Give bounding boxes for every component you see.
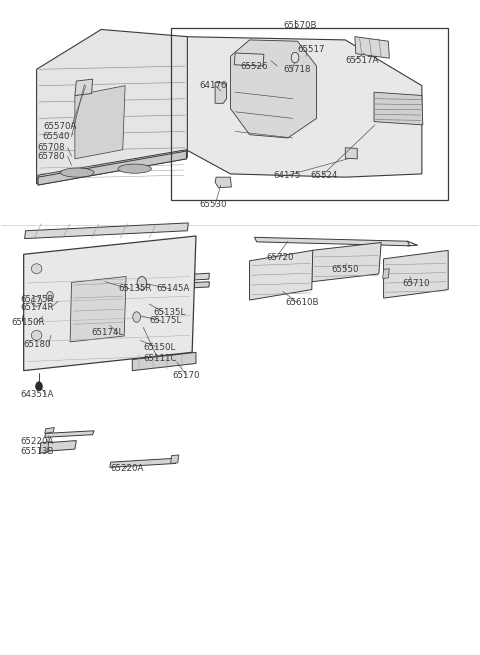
Polygon shape xyxy=(250,250,313,300)
Text: 65150L: 65150L xyxy=(144,343,176,352)
Text: 65220A: 65220A xyxy=(21,438,54,446)
Text: 65174L: 65174L xyxy=(92,328,124,337)
Polygon shape xyxy=(312,242,381,282)
Polygon shape xyxy=(24,282,209,297)
Circle shape xyxy=(47,291,53,301)
Text: 64176: 64176 xyxy=(199,81,227,90)
Polygon shape xyxy=(75,79,93,96)
Polygon shape xyxy=(110,458,176,468)
Polygon shape xyxy=(52,298,79,305)
Text: 65170: 65170 xyxy=(172,371,200,380)
Circle shape xyxy=(133,312,141,322)
Circle shape xyxy=(36,382,42,391)
Text: 65174R: 65174R xyxy=(21,303,54,312)
Polygon shape xyxy=(374,92,423,125)
Text: 65517A: 65517A xyxy=(345,56,379,66)
Polygon shape xyxy=(89,312,183,325)
Polygon shape xyxy=(383,269,389,278)
Polygon shape xyxy=(36,29,187,183)
Ellipse shape xyxy=(31,330,42,340)
Polygon shape xyxy=(45,431,94,438)
Text: 65530: 65530 xyxy=(199,200,227,209)
Polygon shape xyxy=(45,428,54,434)
Polygon shape xyxy=(70,276,126,342)
Polygon shape xyxy=(22,310,76,321)
Text: 65780: 65780 xyxy=(37,152,65,160)
Polygon shape xyxy=(345,148,357,159)
Ellipse shape xyxy=(31,264,42,274)
Polygon shape xyxy=(215,177,231,187)
Polygon shape xyxy=(234,53,264,66)
Text: 65513B: 65513B xyxy=(21,447,54,455)
Polygon shape xyxy=(170,455,179,464)
Polygon shape xyxy=(40,441,76,452)
Text: 65526: 65526 xyxy=(240,62,267,71)
Circle shape xyxy=(137,276,147,290)
Polygon shape xyxy=(75,86,125,159)
Text: 65135R: 65135R xyxy=(118,284,152,293)
Ellipse shape xyxy=(60,168,94,177)
Text: 65175L: 65175L xyxy=(149,316,181,326)
Text: 65710: 65710 xyxy=(403,279,430,288)
Text: 65550: 65550 xyxy=(331,265,359,274)
Polygon shape xyxy=(215,83,227,103)
Text: 65718: 65718 xyxy=(283,66,311,75)
Ellipse shape xyxy=(31,297,42,307)
Text: 64175: 64175 xyxy=(274,171,301,179)
Polygon shape xyxy=(24,236,196,371)
Text: 64351A: 64351A xyxy=(21,390,54,400)
Polygon shape xyxy=(384,250,448,298)
Circle shape xyxy=(291,52,299,63)
Polygon shape xyxy=(38,151,186,185)
Text: 65540: 65540 xyxy=(43,132,70,141)
Polygon shape xyxy=(38,150,186,185)
Polygon shape xyxy=(84,277,112,287)
Text: 65180: 65180 xyxy=(24,340,51,349)
Text: 65150R: 65150R xyxy=(11,318,45,327)
Polygon shape xyxy=(89,320,126,329)
Text: 65175R: 65175R xyxy=(21,295,54,304)
Text: 65145A: 65145A xyxy=(156,284,190,293)
Bar xyxy=(170,28,448,200)
Text: 65570B: 65570B xyxy=(283,21,317,30)
Polygon shape xyxy=(132,352,196,371)
Text: 65220A: 65220A xyxy=(111,464,144,473)
Polygon shape xyxy=(126,300,150,308)
Polygon shape xyxy=(40,442,48,453)
Text: 65610B: 65610B xyxy=(286,298,319,307)
Polygon shape xyxy=(355,37,389,58)
Text: 65570A: 65570A xyxy=(44,122,77,131)
Text: 65517: 65517 xyxy=(298,45,325,54)
Ellipse shape xyxy=(118,164,152,174)
Text: 65524: 65524 xyxy=(311,171,338,179)
Polygon shape xyxy=(24,273,209,290)
Text: 65111C: 65111C xyxy=(144,354,177,363)
Text: 65720: 65720 xyxy=(266,253,294,262)
Text: 65135L: 65135L xyxy=(153,308,185,317)
Polygon shape xyxy=(254,237,410,246)
Polygon shape xyxy=(230,40,317,138)
Polygon shape xyxy=(24,223,188,238)
Polygon shape xyxy=(182,37,422,177)
Text: 65708: 65708 xyxy=(37,143,65,152)
